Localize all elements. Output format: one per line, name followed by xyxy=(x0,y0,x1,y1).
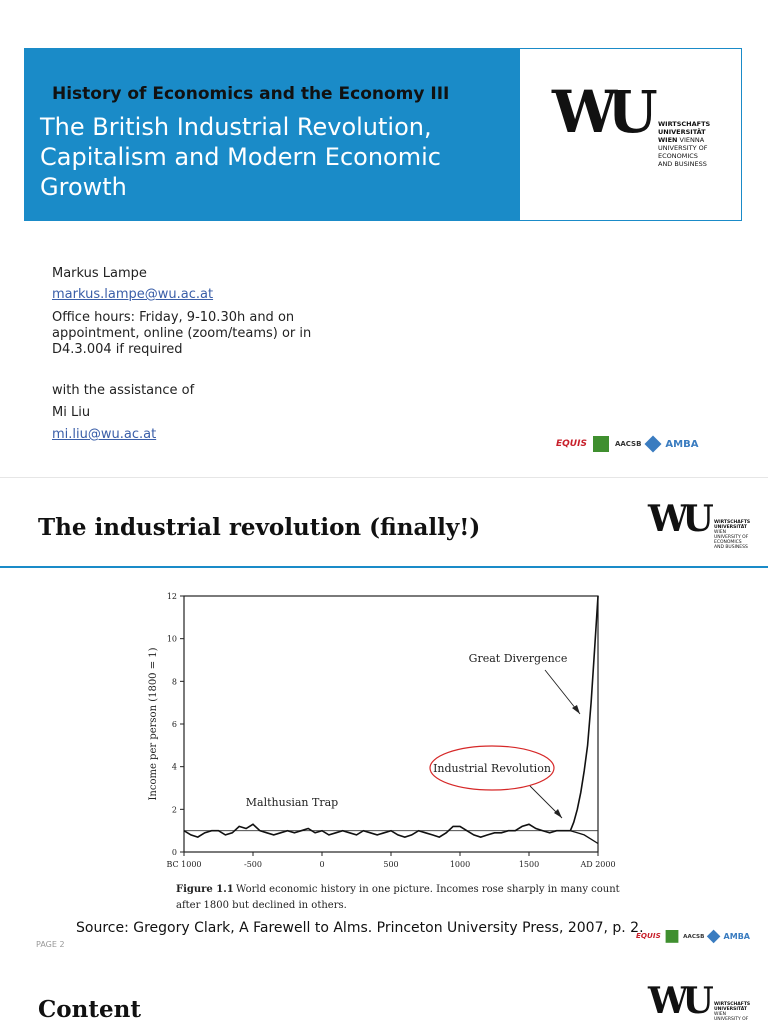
y-tick-label: 8 xyxy=(172,677,177,686)
x-tick-label: -500 xyxy=(244,860,262,869)
industrial-revolution-arrowhead xyxy=(554,809,562,818)
x-tick-label: 0 xyxy=(319,860,324,869)
author-name: Markus Lampe xyxy=(52,266,147,281)
series-line-2 xyxy=(570,830,599,845)
x-tick-label: 1000 xyxy=(450,860,470,869)
y-tick-label: 10 xyxy=(167,635,177,644)
y-axis-label: Income per person (1800 = 1) xyxy=(148,647,159,800)
wu-logo-small-text-3: WIRTSCHAFTS UNIVERSITÄT WIEN UNIVERSITY … xyxy=(714,1002,751,1022)
series-line-1 xyxy=(183,595,599,838)
lecture-title: The British Industrial Revolution, Capit… xyxy=(40,113,441,201)
aacsb-logo: AACSB xyxy=(614,440,642,448)
title-divider xyxy=(0,566,768,568)
slide3-title: Content xyxy=(38,996,141,1023)
industrial-revolution-label: Industrial Revolution xyxy=(433,762,551,775)
wu-logo-text: WIRTSCHAFTS UNIVERSITÄT WIEN VIENNA UNIV… xyxy=(658,120,711,168)
course-title: History of Economics and the Economy III xyxy=(52,84,450,104)
amba-icon xyxy=(707,929,721,944)
y-tick-label: 0 xyxy=(172,848,177,857)
wu-logo: WU xyxy=(552,78,658,146)
wu-logo-small: WU xyxy=(648,498,714,540)
logo-panel xyxy=(520,48,742,221)
wu-logo-small-3: WU xyxy=(648,980,714,1022)
x-tick-label: AD 2000 xyxy=(579,860,615,869)
great-divergence-arrowhead xyxy=(572,705,580,714)
aacsb-logo: AACSB xyxy=(683,933,705,940)
x-tick-label: BC 1000 xyxy=(166,860,201,869)
assistant-name: Mi Liu xyxy=(52,405,91,420)
slide-separator xyxy=(0,477,768,478)
income-chart: 0 2 4 6 8 10 12 BC 1000 -500 0 500 1000 1500 AD 2000 I… xyxy=(148,592,620,911)
accreditation-logos-small: EQUIS AACSB AMBA xyxy=(636,929,750,944)
amba-logo: AMBA xyxy=(723,932,750,941)
y-tick-label: 4 xyxy=(172,763,177,772)
plot-frame xyxy=(183,595,599,853)
slide2-title: The industrial revolution (finally!) xyxy=(38,514,481,541)
aacsb-icon xyxy=(592,436,609,452)
amba-logo: AMBA xyxy=(665,438,699,450)
accreditation-logos: EQUIS AACSB AMBA xyxy=(556,435,699,453)
assistance-label: with the assistance of xyxy=(52,383,195,398)
figure-caption-label: Figure 1.1 xyxy=(176,884,234,895)
source-citation: Source: Gregory Clark, A Farewell to Alm… xyxy=(76,920,644,936)
assistant-email-link[interactable]: mi.liu@wu.ac.at xyxy=(52,427,157,442)
amba-icon xyxy=(644,435,662,453)
great-divergence-arrow xyxy=(544,669,581,715)
great-divergence-label: Great Divergence xyxy=(469,652,568,665)
y-tick-label: 6 xyxy=(172,720,177,729)
figure-caption-line-1: World economic history in one picture. I… xyxy=(236,884,620,895)
equis-logo: EQUIS xyxy=(636,932,661,941)
industrial-revolution-circle xyxy=(429,745,555,791)
x-tick-label: 1500 xyxy=(519,860,539,869)
x-tick-label: 500 xyxy=(383,860,398,869)
office-hours: Office hours: Friday, 9-10.30h and on ap… xyxy=(52,310,312,357)
y-tick-label: 2 xyxy=(172,805,177,814)
equis-logo: EQUIS xyxy=(556,439,587,449)
aacsb-icon xyxy=(665,930,679,943)
wu-logo-small-text: WIRTSCHAFTS UNIVERSITÄT WIEN UNIVERSITY … xyxy=(714,520,751,550)
page-number: PAGE 2 xyxy=(36,940,65,949)
y-tick-label: 12 xyxy=(167,592,177,601)
malthusian-trap-label: Malthusian Trap xyxy=(246,796,338,809)
figure-caption-line-2: after 1800 but declined in others. xyxy=(176,900,347,911)
title-banner xyxy=(24,48,520,221)
author-email-link[interactable]: markus.lampe@wu.ac.at xyxy=(52,287,214,302)
